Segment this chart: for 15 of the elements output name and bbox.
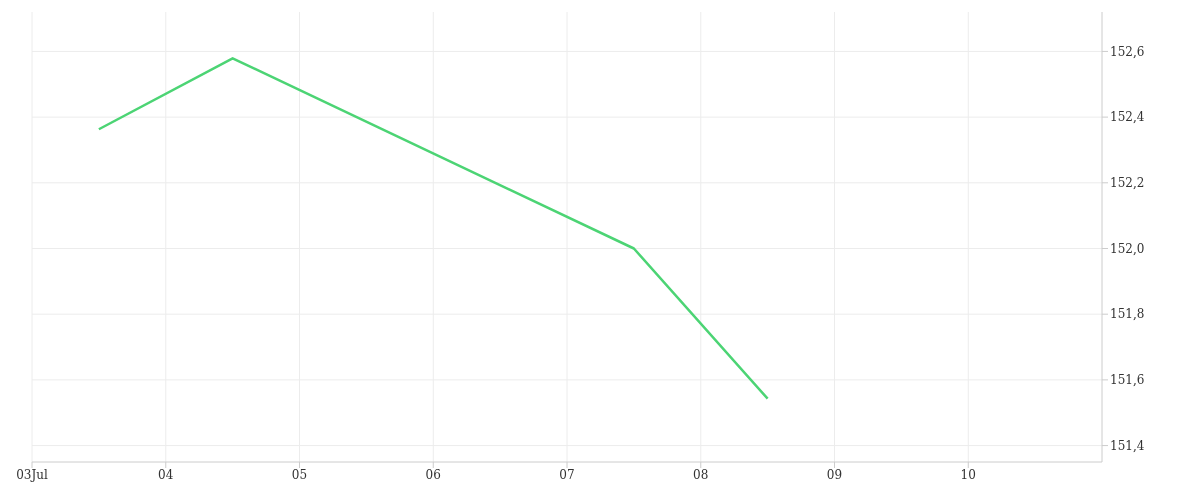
y-tick-label: 152,6 bbox=[1110, 44, 1145, 59]
x-tick-label: 05 bbox=[291, 467, 308, 482]
y-tick-label: 151,4 bbox=[1110, 438, 1145, 453]
x-tick-label: 09 bbox=[826, 467, 843, 482]
x-tick-label: 04 bbox=[158, 467, 174, 482]
y-tick-label: 152,4 bbox=[1110, 110, 1145, 125]
y-tick-label: 152,2 bbox=[1110, 176, 1145, 191]
y-tick-label: 152,0 bbox=[1110, 241, 1145, 256]
x-tick-label: 07 bbox=[559, 467, 575, 482]
x-tick-label: 10 bbox=[960, 467, 976, 482]
x-tick-label: 03Jul bbox=[16, 467, 48, 482]
x-tick-label: 08 bbox=[693, 467, 709, 482]
x-tick-label: 06 bbox=[425, 467, 441, 482]
y-tick-label: 151,8 bbox=[1110, 307, 1145, 322]
y-tick-label: 151,6 bbox=[1110, 373, 1145, 388]
